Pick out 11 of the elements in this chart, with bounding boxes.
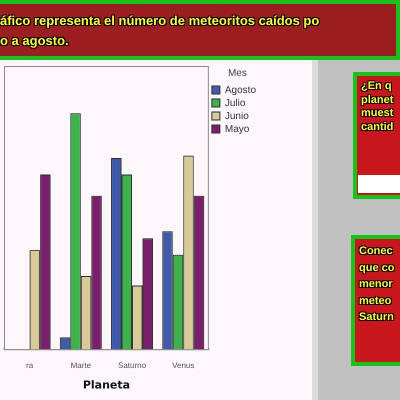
legend-title: Mes xyxy=(228,68,247,79)
legend-label: Agosto xyxy=(224,84,256,96)
x-tick-label: Marte xyxy=(70,361,92,370)
x-tick-label: ra xyxy=(26,361,34,370)
x-tick-label: Saturno xyxy=(118,361,147,370)
legend-label: Junio xyxy=(224,110,250,122)
legend-label: Julio xyxy=(224,98,246,109)
x-tick-label: Venus xyxy=(172,361,194,370)
legend-label: Mayo xyxy=(224,124,250,135)
x-axis-title: Planeta xyxy=(82,378,130,392)
chart-title: áfico representa el número de meteoritos caídos po o a agosto. xyxy=(0,12,320,50)
